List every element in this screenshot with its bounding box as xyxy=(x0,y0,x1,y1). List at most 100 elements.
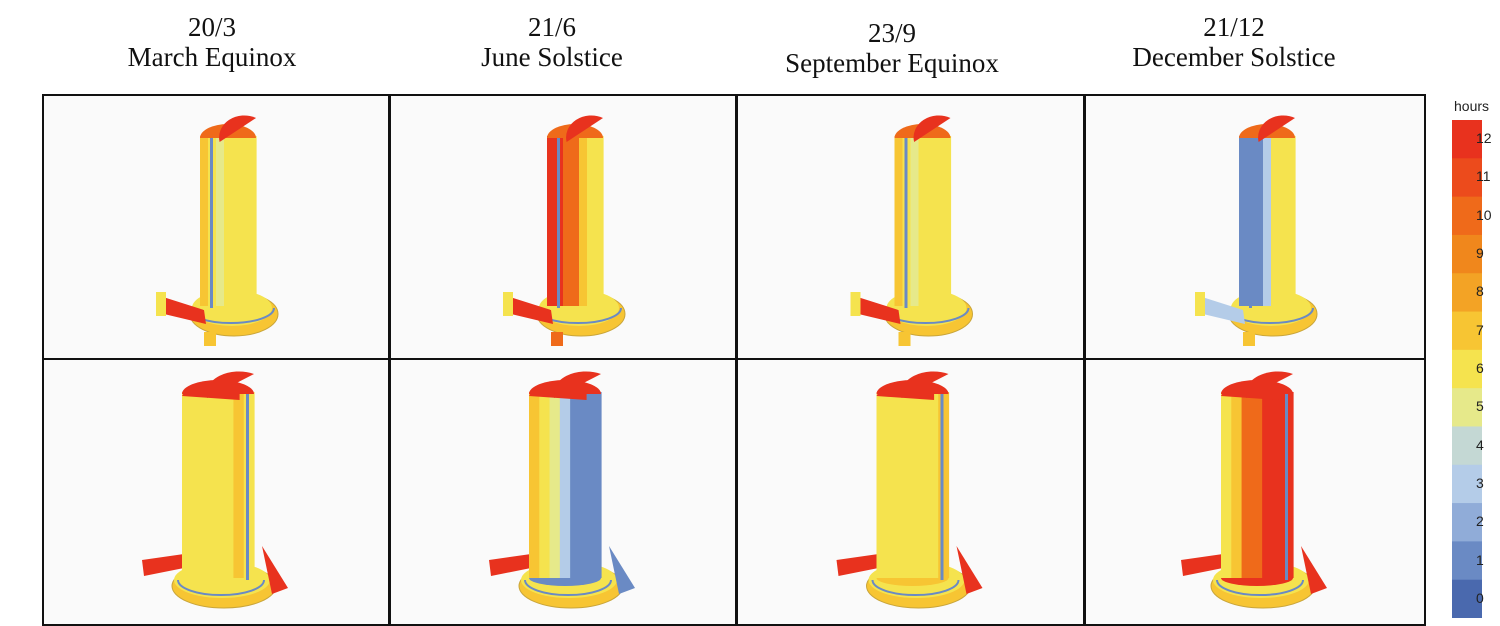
legend-swatch xyxy=(1452,273,1482,313)
podium-block xyxy=(1195,292,1205,316)
tower-facade-band xyxy=(595,136,604,306)
legend-tick-label: 2 xyxy=(1476,513,1484,530)
podium-wing xyxy=(1181,554,1223,576)
roof-slab xyxy=(566,115,603,142)
tower-facade-band xyxy=(1239,136,1248,306)
tower-facade-band xyxy=(918,136,928,306)
facade-seam xyxy=(904,138,908,308)
tower-facade-band xyxy=(200,136,209,306)
facade-seam xyxy=(557,138,560,308)
legend-swatch xyxy=(1452,579,1482,618)
tower-base-curve xyxy=(182,578,254,586)
tower-facade-band xyxy=(182,392,193,578)
panel-bottom-1 xyxy=(42,358,390,626)
tower-facade-band xyxy=(224,136,233,306)
facade-seam xyxy=(940,394,944,580)
facade-seam xyxy=(1249,138,1252,308)
roof-slab xyxy=(1258,115,1295,142)
tower-facade-band xyxy=(1282,392,1294,578)
tower-facade-band xyxy=(894,136,904,306)
tower-facade-band xyxy=(1251,392,1263,578)
tower-base-curve xyxy=(876,578,949,586)
tower-base-curve xyxy=(200,306,256,314)
tower-facade-band xyxy=(216,136,225,306)
legend-swatch xyxy=(1452,234,1482,274)
tower-facade-band xyxy=(1255,136,1264,306)
tower-facade-band xyxy=(917,392,929,578)
tower-base-curve xyxy=(1221,578,1293,586)
legend-swatch xyxy=(1452,158,1482,198)
legend-swatch xyxy=(1452,311,1482,351)
tower-facade-band xyxy=(886,392,898,578)
podium-ring xyxy=(524,579,612,597)
tower-facade-band xyxy=(248,136,257,306)
facade-seam xyxy=(246,394,249,580)
legend-title: hours xyxy=(1454,98,1490,114)
legend-swatch xyxy=(1452,388,1482,427)
panel-bottom-4 xyxy=(1084,358,1426,626)
column-header-march: 20/3 March Equinox xyxy=(42,12,382,72)
podium-wing xyxy=(489,554,531,576)
legend-tick-label: 6 xyxy=(1476,360,1484,376)
roof-slab-front xyxy=(876,382,935,400)
legend-tick-label: 5 xyxy=(1476,398,1484,415)
tower-facade-band xyxy=(570,392,582,578)
podium-block xyxy=(156,292,166,316)
tower-facade-band xyxy=(559,392,571,578)
tower-render xyxy=(1181,371,1327,609)
tower-facade-band xyxy=(927,392,939,578)
roof-slab-front xyxy=(1221,382,1279,400)
podium-block xyxy=(850,292,861,316)
column-date: 21/12 xyxy=(1203,12,1265,42)
tower-facade-band xyxy=(590,392,602,578)
tower-facade-band xyxy=(240,136,249,306)
column-header-june: 21/6 June Solstice xyxy=(382,12,722,72)
panel-top-3 xyxy=(736,94,1085,360)
legend-tick-label: 4 xyxy=(1476,436,1484,453)
podium-fin xyxy=(262,546,288,594)
tower-facade-band xyxy=(243,392,255,578)
roof-slab xyxy=(219,115,256,142)
legend-swatch xyxy=(1452,426,1482,466)
legend-tick-label: 12 xyxy=(1476,130,1492,147)
tower-facade-band xyxy=(1263,136,1272,306)
tower-facade-band xyxy=(549,392,561,578)
podium-step xyxy=(204,332,216,346)
tower-facade-band xyxy=(1241,392,1253,578)
panel-top-4 xyxy=(1084,94,1426,360)
podium-wing xyxy=(142,554,184,576)
column-title: March Equinox xyxy=(127,42,297,72)
podium-wing xyxy=(1199,296,1245,324)
tower-facade-band xyxy=(233,392,245,578)
tower-facade-band xyxy=(580,392,592,578)
tower-facade-band xyxy=(1271,136,1280,306)
tower-facade-band xyxy=(539,392,551,578)
legend-swatch xyxy=(1452,349,1482,389)
legend-tick-label: 8 xyxy=(1476,283,1484,300)
tower-facade-band xyxy=(579,136,588,306)
podium-ring xyxy=(1216,579,1304,597)
tower-render xyxy=(850,115,973,346)
podium-wing xyxy=(836,554,879,576)
podium-step xyxy=(551,332,563,346)
tower-facade-band xyxy=(212,392,224,578)
podium-wing xyxy=(854,296,901,324)
tower-facade-band xyxy=(1279,136,1288,306)
tower-base-curve xyxy=(547,306,603,314)
tower-facade-band xyxy=(529,392,540,578)
podium-wing xyxy=(160,296,206,324)
podium-ring xyxy=(177,579,265,597)
tower-base-curve xyxy=(894,306,951,314)
panel-top-2 xyxy=(389,94,737,360)
tower-base-curve xyxy=(529,578,601,586)
roof-slab-front xyxy=(529,382,587,400)
podium-fin xyxy=(956,546,983,594)
podium-step xyxy=(1243,332,1255,346)
tower-facade-band xyxy=(202,392,214,578)
tower-facade-band xyxy=(1287,136,1296,306)
tower-facade-band xyxy=(934,136,944,306)
tower-facade-band xyxy=(587,136,596,306)
legend-swatch xyxy=(1452,541,1482,581)
tower-render xyxy=(836,371,983,609)
column-title: December Solstice xyxy=(1132,42,1336,72)
